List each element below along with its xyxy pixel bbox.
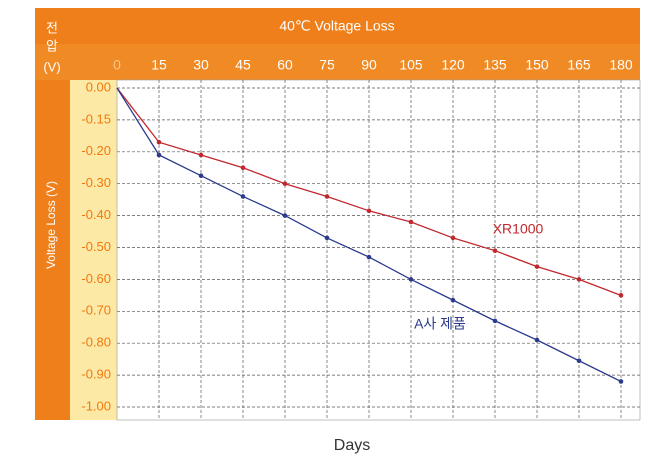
point: [450, 235, 456, 241]
series-label: XR1000: [493, 221, 544, 237]
point: [366, 208, 372, 214]
y-label-short-0: 전: [46, 20, 58, 35]
y-tick-label: -0.90: [81, 367, 111, 382]
point: [576, 277, 582, 282]
y-axis-label: Voltage Loss (V): [44, 181, 58, 269]
y-tick-label: -0.60: [81, 271, 111, 286]
point: [324, 194, 330, 199]
ylabel-band: [35, 80, 70, 420]
point: [492, 248, 498, 253]
x-tick-label: 165: [567, 57, 591, 73]
x-tick-label: 180: [609, 57, 633, 73]
y-label-short-1: 압: [46, 38, 58, 53]
point: [576, 358, 582, 364]
y-tick-label: -0.50: [81, 239, 111, 254]
series-label: A사 제품: [414, 316, 466, 332]
point: [408, 219, 414, 225]
x-tick-label: 30: [193, 57, 209, 73]
chart-title: 40℃ Voltage Loss: [279, 18, 394, 34]
point: [240, 165, 246, 171]
point: [534, 337, 540, 343]
point: [324, 235, 330, 241]
point: [156, 152, 162, 158]
x-tick-label: 120: [441, 57, 465, 73]
point: [450, 297, 456, 303]
title-band: [35, 8, 640, 44]
y-tick-label: -0.80: [81, 335, 111, 350]
y-tick-label: -0.70: [81, 303, 111, 318]
point: [366, 254, 372, 260]
x-tick-label: 15: [151, 57, 167, 73]
point: [492, 318, 498, 324]
x-tick-label: 90: [361, 57, 377, 73]
point: [156, 139, 162, 145]
y-tick-label: -1.00: [81, 398, 111, 413]
point: [282, 181, 288, 186]
plot-area: [116, 79, 641, 421]
ytick-band: [70, 80, 117, 420]
x-tick-label: 45: [235, 57, 251, 73]
y-tick-label: 0.00: [86, 79, 111, 94]
y-tick-label: -0.15: [81, 111, 111, 126]
y-tick-label: -0.40: [81, 207, 111, 222]
point: [282, 213, 288, 218]
point: [240, 194, 246, 199]
y-label-short-2: (V): [43, 59, 60, 74]
x-tick-label: 135: [483, 57, 507, 73]
point: [198, 173, 204, 179]
point: [408, 277, 414, 282]
x-tick-label: 150: [525, 57, 549, 73]
point: [618, 379, 624, 384]
x-tick-label: 60: [277, 57, 293, 73]
point: [198, 152, 204, 158]
x-tick-label: 0: [113, 57, 121, 73]
y-tick-label: -0.30: [81, 175, 111, 190]
point: [618, 293, 624, 298]
x-tick-label: 105: [399, 57, 423, 73]
y-tick-label: -0.20: [81, 143, 111, 158]
point: [534, 264, 540, 269]
x-axis-label: Days: [334, 437, 370, 454]
x-tick-label: 75: [319, 57, 335, 73]
